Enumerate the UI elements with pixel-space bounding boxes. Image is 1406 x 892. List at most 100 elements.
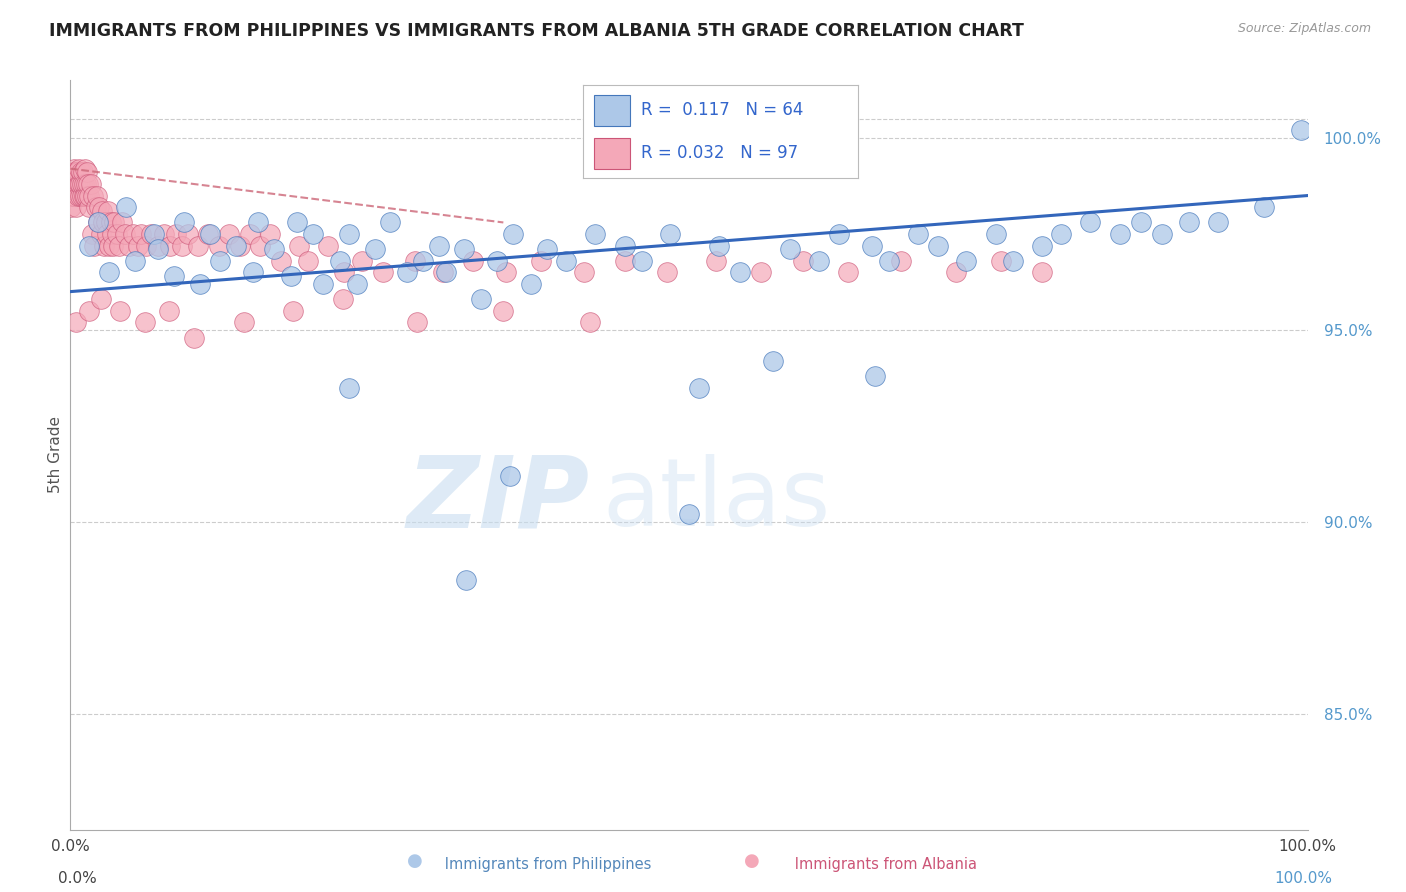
Point	[492, 303, 515, 318]
Point	[762, 353, 785, 368]
Point	[76, 188, 98, 202]
Point	[118, 238, 141, 252]
Text: Source: ZipAtlas.com: Source: ZipAtlas.com	[1237, 22, 1371, 36]
Point	[66, 188, 89, 202]
Point	[378, 215, 401, 229]
Point	[574, 265, 596, 279]
Point	[108, 238, 131, 252]
Point	[427, 238, 450, 252]
Bar	[595, 95, 630, 126]
Point	[312, 277, 335, 291]
Point	[100, 215, 122, 229]
Point	[90, 227, 112, 241]
Point	[75, 177, 97, 191]
Point	[187, 238, 209, 252]
Point	[114, 227, 136, 241]
Text: Immigrants from Philippines: Immigrants from Philippines	[418, 857, 651, 872]
Point	[152, 227, 174, 241]
Point	[94, 215, 117, 229]
Text: atlas: atlas	[602, 454, 831, 546]
Text: IMMIGRANTS FROM PHILIPPINES VS IMMIGRANTS FROM ALBANIA 5TH GRADE CORRELATION CHA: IMMIGRANTS FROM PHILIPPINES VS IMMIGRANT…	[49, 22, 1024, 40]
Point	[103, 215, 125, 229]
Point	[69, 188, 91, 202]
Point	[84, 200, 107, 214]
Point	[470, 293, 492, 307]
Point	[555, 253, 578, 268]
Point	[863, 369, 886, 384]
Point	[232, 315, 254, 329]
Point	[1150, 227, 1173, 241]
Point	[83, 238, 105, 252]
Point	[436, 265, 458, 279]
Point	[79, 188, 101, 202]
Point	[285, 215, 308, 229]
Point	[405, 315, 427, 329]
Point	[456, 573, 478, 587]
Point	[73, 188, 96, 202]
Point	[301, 227, 323, 241]
Point	[631, 253, 654, 268]
Point	[111, 215, 134, 229]
Point	[157, 303, 180, 318]
Point	[72, 177, 94, 191]
Point	[66, 177, 89, 191]
Point	[792, 253, 814, 268]
Point	[208, 253, 231, 268]
Point	[141, 227, 163, 241]
Point	[96, 227, 118, 241]
Point	[1031, 265, 1053, 279]
Point	[76, 165, 98, 179]
Point	[247, 215, 270, 229]
Point	[173, 215, 195, 229]
Point	[395, 265, 418, 279]
Point	[579, 315, 602, 329]
Point	[332, 293, 354, 307]
Point	[77, 303, 100, 318]
Point	[197, 227, 219, 241]
Point	[97, 265, 120, 279]
Point	[1291, 123, 1313, 137]
Point	[239, 227, 262, 241]
Point	[100, 227, 122, 241]
Point	[67, 161, 90, 176]
Point	[280, 269, 302, 284]
Point	[70, 165, 93, 179]
Point	[73, 177, 96, 191]
Point	[75, 188, 97, 202]
Point	[87, 215, 110, 229]
Point	[101, 238, 124, 252]
Point	[65, 315, 87, 329]
Point	[115, 200, 138, 214]
Point	[1078, 215, 1101, 229]
Point	[90, 203, 112, 218]
Point	[363, 243, 385, 257]
Point	[495, 265, 517, 279]
Point	[281, 303, 304, 318]
Point	[146, 238, 169, 252]
Point	[907, 227, 929, 241]
Point	[97, 203, 120, 218]
Point	[1178, 215, 1201, 229]
Point	[86, 215, 108, 229]
Point	[177, 227, 200, 241]
Point	[65, 165, 87, 179]
Point	[945, 265, 967, 279]
Point	[143, 227, 166, 241]
Point	[486, 253, 509, 268]
Point	[124, 253, 146, 268]
Point	[707, 238, 730, 252]
Point	[837, 265, 859, 279]
Text: ●: ●	[744, 852, 761, 870]
Point	[927, 238, 949, 252]
Point	[108, 303, 131, 318]
Point	[583, 227, 606, 241]
Point	[749, 265, 772, 279]
Y-axis label: 5th Grade: 5th Grade	[48, 417, 63, 493]
Point	[89, 200, 111, 214]
Point	[879, 253, 901, 268]
Point	[1108, 227, 1130, 241]
Point	[77, 238, 100, 252]
Point	[80, 177, 103, 191]
Point	[134, 315, 156, 329]
Point	[98, 238, 121, 252]
